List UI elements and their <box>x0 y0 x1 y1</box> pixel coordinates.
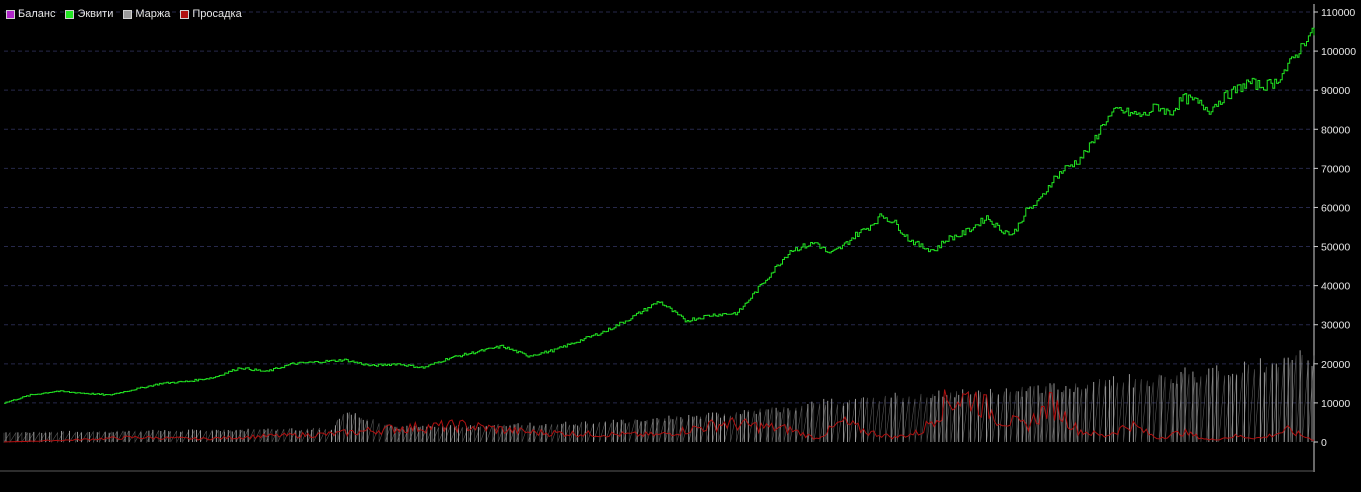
y-tick-label: 110000 <box>1321 7 1355 19</box>
legend-item-equity: Эквити <box>65 8 113 20</box>
legend-item-margin: Маржа <box>123 8 170 20</box>
legend-label-equity: Эквити <box>77 8 114 20</box>
legend-item-drawdown: Просадка <box>180 8 242 20</box>
legend: Баланс Эквити Маржа Просадка <box>6 8 242 20</box>
y-tick-label: 30000 <box>1321 320 1350 332</box>
legend-item-balance: Баланс <box>6 8 55 20</box>
y-tick-label: 0 <box>1321 437 1327 449</box>
legend-swatch-margin <box>123 9 133 19</box>
legend-label-drawdown: Просадка <box>192 8 242 20</box>
y-tick-label: 20000 <box>1321 359 1350 371</box>
y-tick-label: 100000 <box>1321 46 1356 58</box>
legend-label-balance: Баланс <box>18 8 56 20</box>
equity-series-line <box>4 27 1315 404</box>
legend-swatch-balance <box>6 9 15 19</box>
y-tick-label: 60000 <box>1321 202 1350 214</box>
y-tick-label: 70000 <box>1321 163 1350 175</box>
y-tick-label: 40000 <box>1321 281 1350 293</box>
drawdown-series-line <box>3 389 1315 443</box>
y-tick-label: 10000 <box>1321 398 1350 410</box>
legend-label-margin: Маржа <box>135 8 171 20</box>
legend-swatch-equity <box>65 9 75 19</box>
y-tick-label: 50000 <box>1321 242 1350 254</box>
y-tick-label: 90000 <box>1321 85 1350 97</box>
legend-swatch-drawdown <box>180 9 190 19</box>
margin-series-outline <box>3 354 1315 444</box>
y-tick-label: 80000 <box>1321 124 1350 136</box>
